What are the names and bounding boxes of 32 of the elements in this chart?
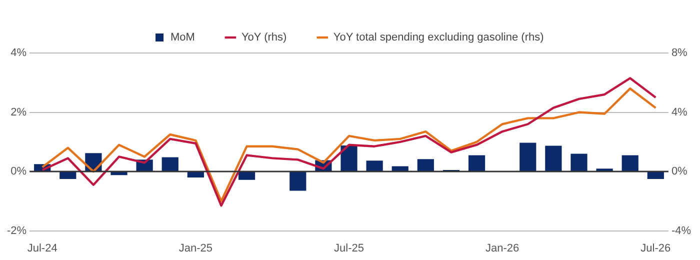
- bar: [290, 172, 306, 191]
- x-tick-label: Jan-25: [178, 242, 212, 254]
- y2-tick-label: 4%: [671, 106, 688, 118]
- legend-label: YoY total spending excluding gasoline (rhs): [333, 32, 544, 44]
- bar: [340, 145, 358, 172]
- y2-tick-label: -4%: [671, 224, 692, 237]
- bar: [417, 159, 434, 172]
- x-tick-label: Jan-26: [486, 242, 520, 254]
- bar: [162, 157, 178, 172]
- y-tick-label: 4%: [10, 47, 27, 60]
- y-tick-label: 0%: [10, 166, 27, 178]
- y-tick-label: -2%: [7, 224, 27, 237]
- legend-label: MoM: [170, 32, 195, 44]
- bar: [520, 142, 536, 172]
- x-tick-label: Jul-24: [27, 242, 58, 254]
- x-tick-label: Jul-25: [334, 242, 364, 254]
- bar: [596, 168, 613, 172]
- bar: [545, 146, 562, 172]
- bar: [622, 155, 638, 172]
- bar: [570, 154, 588, 172]
- legend-label: YoY (rhs): [241, 32, 287, 44]
- bar: [60, 172, 76, 179]
- bar: [647, 172, 664, 179]
- y2-tick-label: 8%: [671, 47, 688, 60]
- bar: [187, 172, 204, 178]
- bar: [238, 172, 256, 180]
- y-tick-label: 2%: [10, 106, 27, 118]
- bar: [392, 166, 408, 172]
- bar: [366, 160, 383, 172]
- x-tick-label: Jul-26: [640, 242, 671, 254]
- bar: [468, 155, 486, 172]
- y2-tick-label: 0%: [671, 166, 688, 178]
